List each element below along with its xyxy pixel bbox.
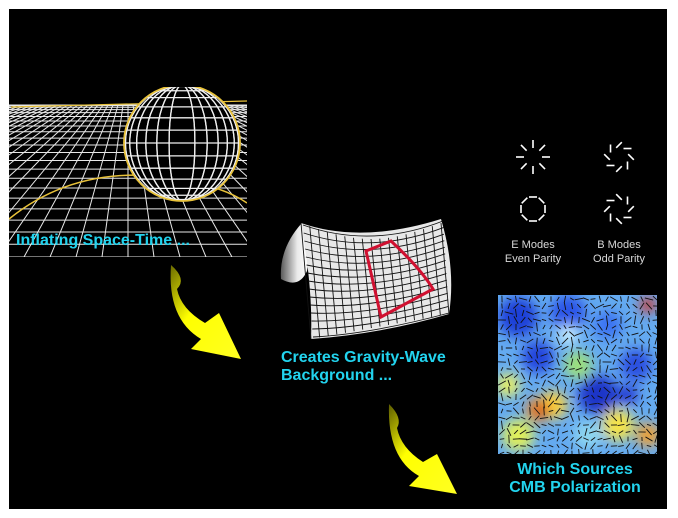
cmb-polarization-map [498,295,657,454]
gravity-wave-surface-image [271,209,461,349]
b-modes-label: B Modes Odd Parity [593,239,645,266]
e-modes-label: E Modes Even Parity [504,239,562,266]
inflating-spacetime-image [9,87,247,257]
caption-cmb-polarization: Which Sources CMB Polarization [509,461,641,497]
curved-arrow-icon [388,404,457,494]
e-mode-radial-pattern-icon [516,140,550,174]
caption-inflating-spacetime: Inflating Space-Time ... [16,232,190,249]
b-mode-counterclockwise-pattern-icon [603,193,635,225]
caption-gravity-wave: Creates Gravity-Wave Background ... [281,349,446,385]
e-mode-tangential-pattern-icon [520,196,546,222]
curved-arrow-icon [170,265,241,359]
b-mode-clockwise-pattern-icon [603,141,635,173]
diagram-canvas: Inflating Space-Time ... Creates Gravity… [9,9,667,509]
